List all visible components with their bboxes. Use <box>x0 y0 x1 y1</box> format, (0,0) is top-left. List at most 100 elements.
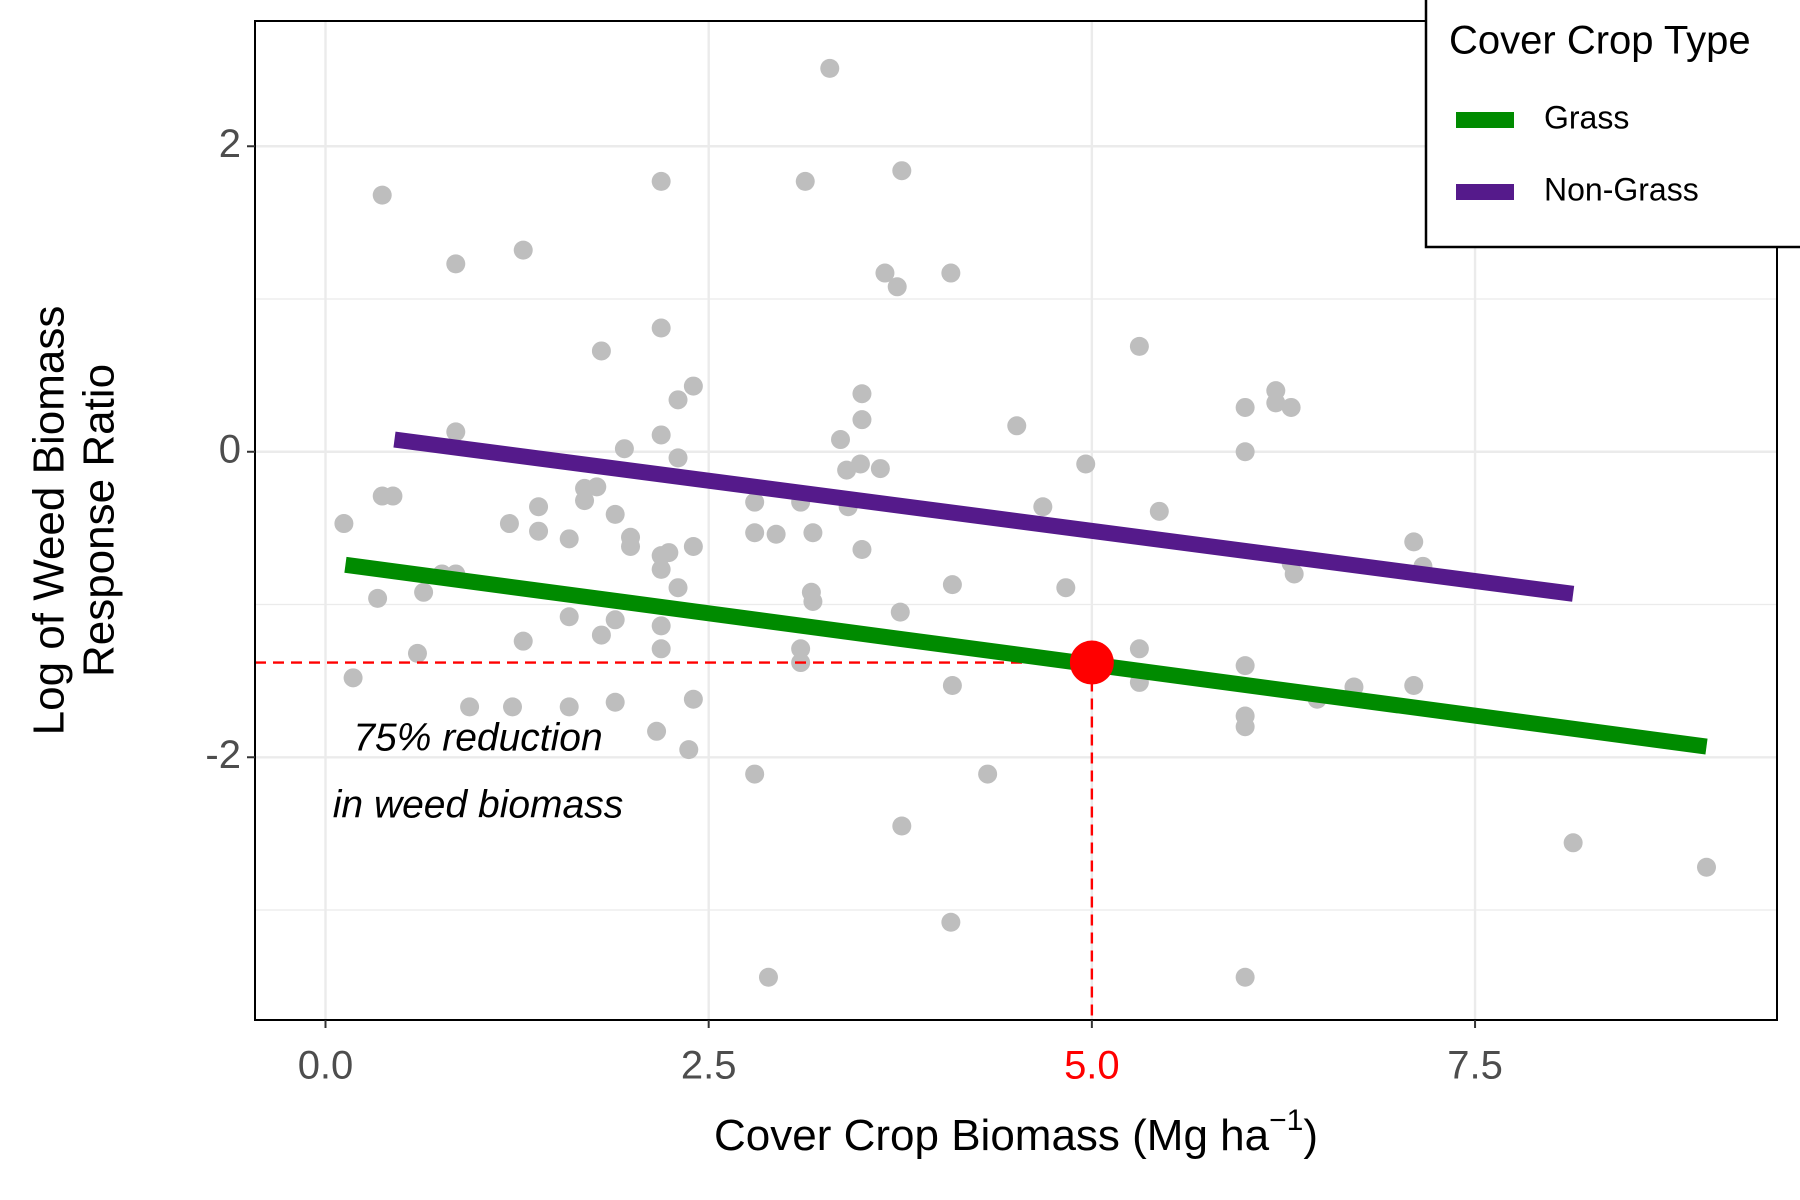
data-point <box>745 523 765 543</box>
data-point <box>559 697 579 717</box>
data-point <box>1235 442 1255 462</box>
data-point <box>668 390 688 410</box>
data-point <box>820 58 840 78</box>
data-point <box>575 491 595 511</box>
data-point <box>683 689 703 709</box>
data-point <box>683 536 703 556</box>
data-point <box>1404 675 1424 695</box>
x-tick-label: 7.5 <box>1447 1044 1503 1088</box>
data-point <box>513 631 533 651</box>
trend-line <box>344 556 1708 755</box>
data-point <box>1076 454 1096 474</box>
data-point <box>887 277 907 297</box>
data-point <box>803 523 823 543</box>
data-point <box>368 588 388 608</box>
data-point <box>941 263 961 283</box>
data-point <box>1235 717 1255 737</box>
data-point <box>651 318 671 338</box>
annotation: 75% reduction <box>353 716 602 759</box>
plot-border <box>254 20 1778 1021</box>
legend-title: Cover Crop Type <box>1449 19 1751 63</box>
y-tick-label: 0 <box>219 427 241 471</box>
data-point <box>941 912 961 932</box>
x-tick-label: 2.5 <box>681 1044 737 1088</box>
data-point <box>1281 397 1301 417</box>
data-point <box>892 816 912 836</box>
legend-label: Grass <box>1544 99 1629 135</box>
annotation: in weed biomass <box>333 783 623 826</box>
data-point <box>1266 393 1286 413</box>
highlight-point <box>1069 640 1114 685</box>
data-point <box>605 692 625 712</box>
data-point <box>343 668 363 688</box>
data-point <box>890 602 910 622</box>
data-point <box>502 697 522 717</box>
data-point <box>978 764 998 784</box>
data-point <box>651 639 671 659</box>
data-point <box>334 514 354 534</box>
x-axis-title-superscript: −1 <box>1269 1104 1303 1137</box>
x-axis-title: Cover Crop Biomass (Mg ha−1) <box>714 1104 1318 1160</box>
data-point <box>1033 497 1053 517</box>
data-point <box>679 740 699 760</box>
data-point <box>614 439 634 459</box>
data-point <box>460 697 480 717</box>
x-axis-title-suffix: ) <box>1303 1111 1318 1160</box>
data-point <box>745 492 765 512</box>
data-point <box>795 171 815 191</box>
data-point <box>852 410 872 430</box>
data-point <box>1235 656 1255 676</box>
data-point <box>1284 564 1304 584</box>
data-point <box>559 607 579 627</box>
data-point <box>446 422 466 442</box>
data-point <box>1404 532 1424 552</box>
data-point <box>1696 857 1716 877</box>
y-tick-label: 2 <box>219 122 241 166</box>
data-point <box>659 543 679 563</box>
data-point <box>668 578 688 598</box>
data-point <box>372 185 392 205</box>
x-tick-label: 0.0 <box>298 1044 354 1088</box>
data-point <box>605 610 625 630</box>
data-point <box>383 486 403 506</box>
data-point <box>758 967 778 987</box>
data-point <box>651 171 671 191</box>
data-point <box>852 540 872 560</box>
data-point <box>1149 501 1169 521</box>
data-point <box>745 764 765 784</box>
data-point <box>1563 833 1583 853</box>
data-point <box>559 529 579 549</box>
data-point <box>942 575 962 595</box>
data-point <box>683 376 703 396</box>
data-point <box>605 504 625 524</box>
data-point <box>870 459 890 479</box>
data-point <box>651 425 671 445</box>
y-axis-title: Response Ratio <box>75 364 124 677</box>
legend-label: Non-Grass <box>1544 171 1699 207</box>
data-point <box>791 639 811 659</box>
data-point <box>803 591 823 611</box>
data-point <box>1129 639 1149 659</box>
y-tick-label: -2 <box>205 733 241 777</box>
data-point <box>499 514 519 534</box>
data-point <box>1056 578 1076 598</box>
data-point <box>446 254 466 274</box>
data-point <box>513 240 533 260</box>
data-point <box>875 263 895 283</box>
data-point <box>852 384 872 404</box>
data-point <box>1129 336 1149 356</box>
data-point <box>1007 416 1027 436</box>
data-point <box>647 721 667 741</box>
data-point <box>651 616 671 636</box>
data-point <box>529 521 549 541</box>
data-point <box>1235 397 1255 417</box>
y-axis-title: Log of Weed Biomass <box>25 306 74 736</box>
data-point <box>651 559 671 579</box>
data-point <box>668 448 688 468</box>
data-point <box>766 524 786 544</box>
data-point <box>621 536 641 556</box>
data-point <box>850 454 870 474</box>
data-point <box>591 625 611 645</box>
